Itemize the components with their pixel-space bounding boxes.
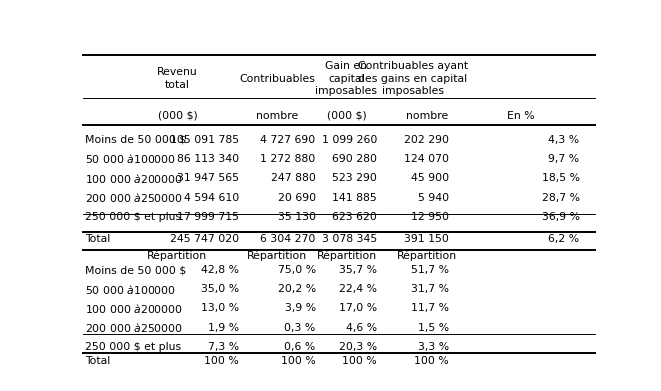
Text: 245 747 020: 245 747 020 (170, 234, 239, 244)
Text: Moins de 50 000 $: Moins de 50 000 $ (85, 265, 186, 275)
Text: 20,3 %: 20,3 % (339, 342, 377, 352)
Text: 250 000 $ et plus: 250 000 $ et plus (85, 342, 181, 352)
Text: 35 130: 35 130 (278, 212, 316, 222)
Text: Répartition: Répartition (397, 251, 457, 261)
Text: 3 078 345: 3 078 345 (322, 234, 377, 244)
Text: 75,0 %: 75,0 % (278, 265, 316, 275)
Text: 141 885: 141 885 (332, 193, 377, 203)
Text: En %: En % (507, 111, 535, 120)
Text: 28,7 %: 28,7 % (541, 193, 580, 203)
Text: 5 940: 5 940 (418, 193, 449, 203)
Text: 18,5 %: 18,5 % (541, 174, 580, 183)
Text: 105 091 785: 105 091 785 (170, 135, 239, 145)
Text: 35,0 %: 35,0 % (201, 284, 239, 294)
Text: 6,2 %: 6,2 % (549, 234, 580, 244)
Text: Répartition: Répartition (147, 251, 208, 261)
Text: 22,4 %: 22,4 % (339, 284, 377, 294)
Text: 1,9 %: 1,9 % (208, 323, 239, 332)
Text: 100 000 $ à 200 000 $: 100 000 $ à 200 000 $ (85, 302, 183, 315)
Text: 20,2 %: 20,2 % (278, 284, 316, 294)
Text: 247 880: 247 880 (271, 174, 316, 183)
Text: 6 304 270: 6 304 270 (260, 234, 316, 244)
Text: 100 %: 100 % (204, 356, 239, 366)
Text: Gain en
capital
imposables: Gain en capital imposables (315, 61, 377, 96)
Text: 20 690: 20 690 (278, 193, 316, 203)
Text: 100 %: 100 % (414, 356, 449, 366)
Text: 1 272 880: 1 272 880 (260, 154, 316, 164)
Text: 0,3 %: 0,3 % (284, 323, 316, 332)
Text: 200 000 $ à 250 000 $: 200 000 $ à 250 000 $ (85, 191, 183, 204)
Text: 202 290: 202 290 (404, 135, 449, 145)
Text: 250 000 $ et plus: 250 000 $ et plus (85, 212, 181, 222)
Text: 7,3 %: 7,3 % (208, 342, 239, 352)
Text: 51,7 %: 51,7 % (411, 265, 449, 275)
Text: Moins de 50 000 $: Moins de 50 000 $ (85, 135, 186, 145)
Text: 36,9 %: 36,9 % (541, 212, 580, 222)
Text: Répartition: Répartition (317, 251, 377, 261)
Text: 100 %: 100 % (342, 356, 377, 366)
Text: 391 150: 391 150 (404, 234, 449, 244)
Text: Contribuables: Contribuables (239, 74, 315, 84)
Text: 31,7 %: 31,7 % (411, 284, 449, 294)
Text: 86 113 340: 86 113 340 (176, 154, 239, 164)
Text: 200 000 $ à 250 000 $: 200 000 $ à 250 000 $ (85, 321, 183, 334)
Text: Contribuables ayant
des gains en capital
imposables: Contribuables ayant des gains en capital… (358, 61, 468, 96)
Text: 3,3 %: 3,3 % (418, 342, 449, 352)
Text: 50 000 $ à 100 000 $: 50 000 $ à 100 000 $ (85, 283, 176, 296)
Text: 11,7 %: 11,7 % (411, 303, 449, 313)
Text: Répartition: Répartition (247, 251, 307, 261)
Text: (000 $): (000 $) (327, 111, 366, 120)
Text: 17,0 %: 17,0 % (339, 303, 377, 313)
Text: 31 947 565: 31 947 565 (177, 174, 239, 183)
Text: nombre: nombre (406, 111, 448, 120)
Text: 9,7 %: 9,7 % (549, 154, 580, 164)
Text: 45 900: 45 900 (410, 174, 449, 183)
Text: 4 727 690: 4 727 690 (260, 135, 316, 145)
Text: 4 594 610: 4 594 610 (184, 193, 239, 203)
Text: Revenu
total: Revenu total (157, 67, 198, 90)
Text: 50 000 $ à 100 000 $: 50 000 $ à 100 000 $ (85, 152, 176, 165)
Text: 100 %: 100 % (281, 356, 316, 366)
Text: 690 280: 690 280 (332, 154, 377, 164)
Text: 623 620: 623 620 (332, 212, 377, 222)
Text: Total: Total (85, 356, 110, 366)
Text: nombre: nombre (256, 111, 298, 120)
Text: 4,6 %: 4,6 % (346, 323, 377, 332)
Text: 3,9 %: 3,9 % (285, 303, 316, 313)
Text: 35,7 %: 35,7 % (339, 265, 377, 275)
Text: 1,5 %: 1,5 % (418, 323, 449, 332)
Text: 12 950: 12 950 (411, 212, 449, 222)
Text: 17 999 715: 17 999 715 (177, 212, 239, 222)
Text: 13,0 %: 13,0 % (201, 303, 239, 313)
Text: 100 000 $ à 200 000 $: 100 000 $ à 200 000 $ (85, 172, 183, 185)
Text: 4,3 %: 4,3 % (549, 135, 580, 145)
Text: (000 $): (000 $) (157, 111, 197, 120)
Text: 1 099 260: 1 099 260 (322, 135, 377, 145)
Text: 523 290: 523 290 (332, 174, 377, 183)
Text: Total: Total (85, 234, 110, 244)
Text: 124 070: 124 070 (404, 154, 449, 164)
Text: 42,8 %: 42,8 % (201, 265, 239, 275)
Text: 0,6 %: 0,6 % (284, 342, 316, 352)
